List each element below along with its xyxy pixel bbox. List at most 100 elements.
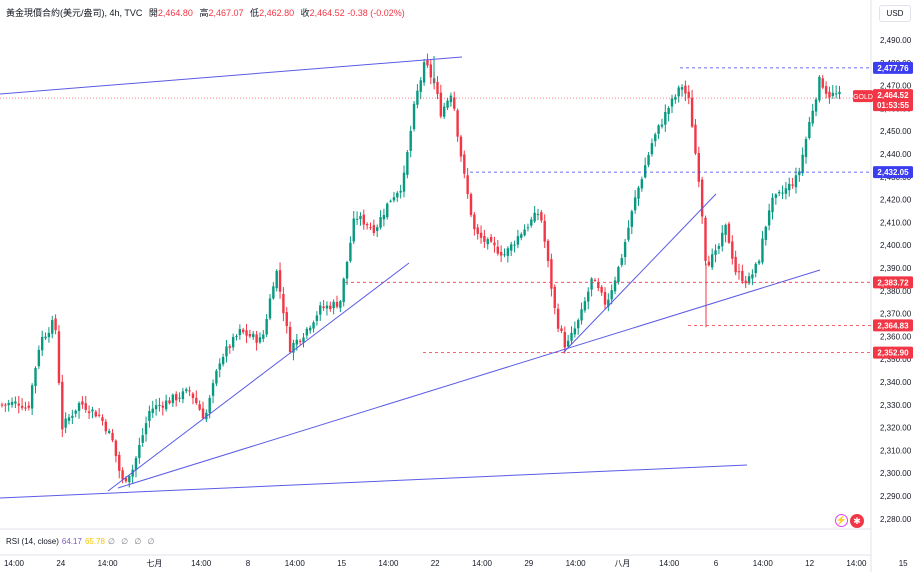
candle [707, 255, 711, 267]
candle [201, 401, 205, 420]
candle-body [108, 431, 111, 433]
candle-body [61, 381, 64, 430]
candle-body [34, 367, 37, 386]
candle-body [590, 278, 593, 290]
candle-body [4, 404, 7, 406]
candle [727, 221, 731, 244]
candle [7, 399, 10, 412]
candle-body [288, 326, 292, 353]
trendline [562, 193, 717, 354]
candle-body [721, 232, 724, 247]
candle-body [754, 263, 757, 274]
candle [510, 241, 513, 256]
candle-body [392, 197, 396, 201]
candle-body [687, 91, 690, 98]
candle [44, 332, 47, 341]
time-axis: 14:00 24 14:00 七月 14:00 8 14:00 15 14:00 22 14:00 2… [4, 559, 908, 568]
candle-body [556, 308, 560, 329]
candle-body [778, 192, 781, 194]
candle-body [536, 214, 540, 216]
candle [570, 326, 573, 345]
time-tick-label: 12 [805, 559, 814, 568]
candle [218, 358, 221, 378]
candle-body [319, 305, 322, 315]
candle-body [104, 421, 108, 432]
candle [751, 269, 754, 286]
candle [148, 405, 151, 428]
candle-body [134, 457, 138, 470]
candle [717, 243, 721, 254]
candle-body [489, 236, 493, 242]
candle [506, 246, 510, 263]
candle-body [761, 238, 764, 263]
candle-body [17, 403, 20, 406]
candle [409, 125, 412, 158]
candle-body [141, 435, 144, 443]
candle [804, 136, 808, 164]
price-label-badge [873, 346, 913, 359]
time-tick-label: 八月 [614, 559, 630, 568]
candle [171, 393, 175, 407]
high-label: 高 [199, 8, 209, 18]
candle [10, 397, 14, 408]
candle [312, 320, 315, 333]
candle-body [51, 320, 54, 334]
candle [546, 239, 550, 268]
candle-body [47, 332, 51, 338]
candle-body [416, 90, 419, 105]
candle-body [774, 194, 778, 198]
candle-body [188, 390, 191, 392]
candle-body [426, 59, 429, 66]
candle [791, 177, 794, 189]
price-tick-label: 2,310.00 [880, 446, 912, 455]
source-label: TVC [124, 8, 143, 18]
candle [590, 277, 593, 297]
symbol-title[interactable]: 黃金現價合約(美元/盎司) [6, 8, 105, 18]
candle [195, 390, 198, 405]
price-tick-label: 2,290.00 [880, 492, 912, 501]
candle-body [446, 100, 449, 108]
time-tick-label: 14:00 [566, 559, 587, 568]
candle [228, 344, 231, 354]
candle [453, 91, 456, 112]
candle [191, 392, 195, 405]
lightning-icon[interactable]: ⚡ [835, 514, 848, 527]
rsi-legend[interactable]: RSI (14, close) 64.17 65.78 ∅ ∅ ∅ ∅ [6, 537, 157, 546]
candle [814, 97, 818, 117]
candle-body [406, 152, 409, 175]
candle-body [684, 85, 687, 94]
candle [37, 345, 41, 369]
candle-body [453, 97, 456, 109]
price-tick-label: 2,390.00 [880, 264, 912, 273]
trendline [0, 56, 463, 95]
candle [198, 400, 201, 411]
time-tick-label: 七月 [146, 559, 162, 568]
candle-body [252, 333, 255, 338]
candle-body [292, 342, 295, 353]
candle-body [704, 217, 707, 261]
us-flag-icon[interactable]: ✱ [850, 514, 864, 528]
candle [47, 327, 51, 343]
candle-body [37, 349, 41, 367]
candle [4, 402, 7, 412]
candle [252, 330, 255, 340]
candle [84, 395, 87, 413]
candle [185, 387, 188, 394]
currency-button[interactable]: USD [879, 5, 911, 22]
candle-body [221, 357, 225, 365]
candle [97, 407, 101, 418]
candle-body [365, 223, 369, 226]
candle-body [295, 339, 298, 345]
candle-body [191, 393, 195, 399]
candle [650, 138, 654, 157]
interval-label[interactable]: 4h [109, 8, 120, 18]
candle-body [309, 327, 312, 331]
candle [134, 455, 138, 478]
time-tick-label: 8 [246, 559, 251, 568]
time-tick-label: 14:00 [659, 559, 680, 568]
candle-body [84, 403, 87, 410]
candle-body [386, 203, 389, 218]
candle-body [516, 236, 520, 245]
candle-body [667, 107, 670, 114]
